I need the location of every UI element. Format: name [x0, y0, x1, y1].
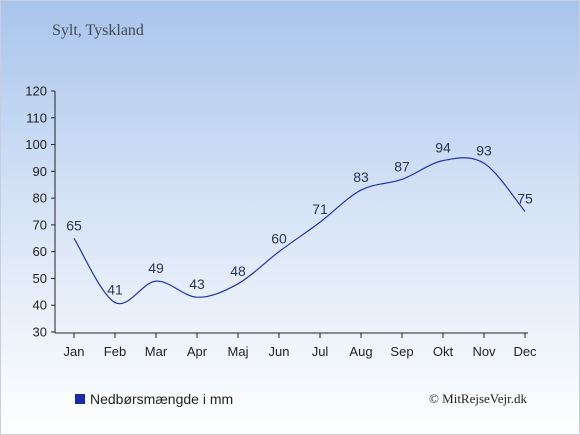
x-tick-label: Jul — [312, 344, 329, 359]
x-tick-label: Mar — [145, 344, 168, 359]
y-tick-label: 50 — [33, 271, 47, 286]
data-label: 65 — [66, 217, 82, 233]
data-label: 41 — [107, 282, 123, 298]
data-label: 49 — [148, 260, 164, 276]
y-tick-label: 120 — [25, 84, 47, 99]
data-label: 43 — [189, 276, 205, 292]
legend-swatch — [75, 394, 85, 404]
chart-title: Sylt, Tyskland — [52, 22, 144, 39]
x-tick-label: Nov — [472, 344, 496, 359]
y-tick-label: 100 — [25, 137, 47, 152]
y-tick-label: 110 — [26, 110, 47, 125]
x-tick-label: Okt — [433, 344, 454, 359]
x-tick-label: Sep — [390, 344, 413, 359]
y-tick-label: 40 — [33, 298, 47, 313]
data-label: 83 — [353, 169, 369, 185]
data-label: 48 — [230, 263, 246, 279]
y-tick-label: 70 — [33, 217, 47, 232]
legend-label: Nedbørsmængde i mm — [90, 391, 234, 407]
y-tick-label: 80 — [33, 191, 47, 206]
x-tick-label: Apr — [187, 344, 208, 359]
data-label: 87 — [394, 158, 410, 174]
data-label: 94 — [435, 140, 451, 156]
x-tick-label: Jan — [64, 344, 85, 359]
x-tick-label: Feb — [104, 344, 126, 359]
x-tick-label: Jun — [269, 344, 290, 359]
data-label: 75 — [517, 191, 533, 207]
x-tick-label: Maj — [228, 344, 249, 359]
data-label: 71 — [312, 201, 328, 217]
series-line — [73, 157, 526, 305]
x-tick-label: Aug — [349, 344, 372, 359]
data-label: 60 — [271, 231, 287, 247]
y-tick-label: 60 — [33, 244, 47, 259]
legend: Nedbørsmængde i mm — [75, 391, 233, 407]
copyright-text: © MitRejseVejr.dk — [429, 391, 527, 406]
y-tick-label: 30 — [33, 325, 47, 340]
x-tick-label: Dec — [513, 344, 537, 359]
data-label: 93 — [476, 142, 492, 158]
y-tick-label: 90 — [33, 164, 47, 179]
